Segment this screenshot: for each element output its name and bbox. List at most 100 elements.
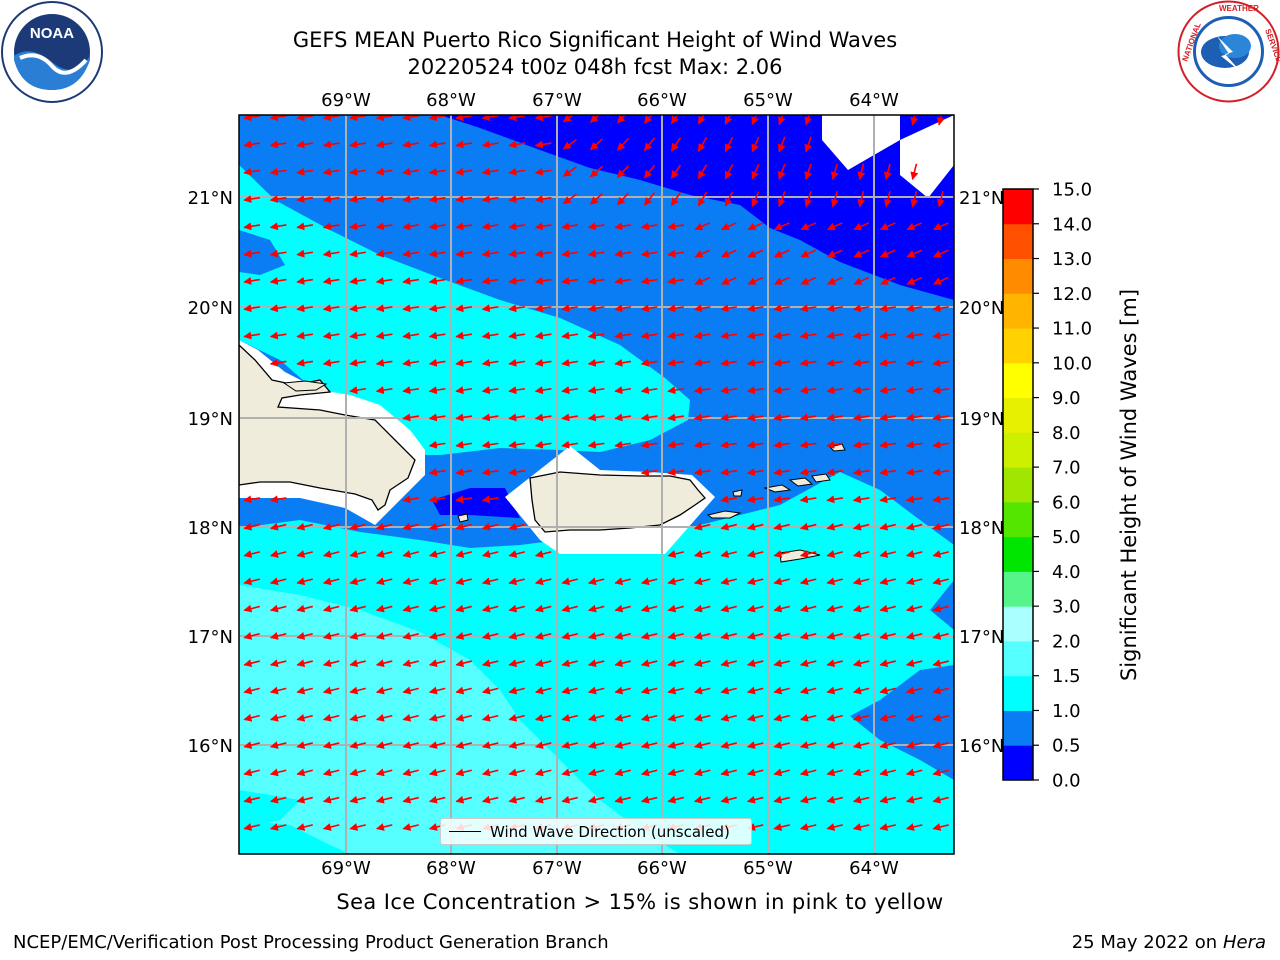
wave-direction-arrow — [640, 768, 658, 777]
wave-direction-arrow — [481, 659, 499, 668]
wave-direction-arrow — [693, 686, 711, 695]
wave-direction-arrow — [693, 659, 711, 668]
wave-direction-arrow — [826, 440, 844, 449]
wave-direction-arrow — [402, 386, 420, 395]
wave-direction-arrow — [853, 276, 870, 285]
wave-direction-arrow — [402, 768, 419, 777]
wave-direction-arrow — [720, 222, 737, 231]
wave-direction-arrow — [883, 190, 892, 208]
wave-direction-arrow — [481, 577, 499, 586]
wave-direction-arrow — [428, 604, 446, 613]
wave-direction-arrow — [349, 741, 366, 749]
wave-direction-arrow — [534, 713, 552, 722]
wave-direction-arrow — [724, 191, 734, 207]
wave-direction-arrow — [402, 604, 419, 613]
wave-direction-arrow — [826, 522, 843, 531]
colorbar-tick-label: 1.0 — [1052, 701, 1081, 722]
wave-direction-arrow — [852, 413, 870, 422]
wave-direction-arrow — [349, 522, 366, 531]
wave-direction-arrow — [375, 115, 393, 122]
wave-direction-arrow — [667, 358, 685, 367]
wave-direction-arrow — [296, 304, 314, 313]
wave-band-pocket — [239, 230, 285, 275]
lat-label: 16°N — [959, 736, 1004, 757]
wave-direction-arrow — [826, 632, 843, 640]
wave-direction-arrow — [243, 331, 261, 340]
wave-direction-arrow — [402, 686, 419, 695]
wave-direction-arrow — [269, 713, 287, 722]
wave-direction-arrow — [826, 768, 843, 777]
wave-direction-arrow — [804, 191, 813, 208]
wave-direction-arrow — [667, 632, 684, 640]
wave-direction-arrow — [826, 495, 844, 504]
wave-direction-arrow — [643, 192, 656, 206]
wave-direction-arrow — [455, 358, 473, 367]
wave-direction-arrow — [932, 331, 950, 340]
wave-direction-arrow — [375, 304, 393, 313]
wave-direction-arrow — [826, 276, 843, 285]
wave-direction-arrow — [616, 192, 630, 206]
colorbar-tick-label: 15.0 — [1052, 180, 1092, 201]
wave-direction-arrow — [269, 358, 287, 367]
wave-direction-arrow — [349, 222, 367, 231]
wave-direction-arrow — [428, 140, 446, 149]
wave-direction-arrow — [932, 222, 949, 231]
wave-direction-arrow — [670, 115, 679, 125]
wave-direction-arrow — [349, 249, 367, 258]
wave-direction-arrow — [428, 495, 446, 504]
wave-direction-arrow — [589, 193, 604, 205]
wave-direction-arrow — [322, 795, 340, 804]
colorbar: 0.0 0.5 1.0 1.5 2.0 3.0 4.0 5.0 6.0 7.0 8.0 9.0 10.0… — [1002, 180, 1092, 792]
wave-direction-arrow — [296, 659, 313, 668]
wave-direction-arrow — [561, 222, 579, 231]
wave-direction-arrow — [826, 468, 844, 476]
wave-direction-arrow — [296, 768, 313, 777]
wave-direction-arrow — [508, 686, 525, 695]
wave-direction-arrow — [375, 741, 393, 749]
wave-direction-arrow — [428, 276, 446, 285]
wave-direction-arrow — [534, 386, 552, 395]
wave-direction-arrow — [349, 768, 366, 777]
colorbar-segment — [1003, 328, 1033, 364]
colorbar-segment — [1003, 397, 1033, 433]
wave-direction-arrow — [773, 604, 790, 613]
wave-direction-arrow — [905, 358, 923, 367]
wave-direction-arrow — [826, 413, 844, 422]
wave-direction-arrow — [724, 115, 733, 125]
wave-direction-arrow — [322, 550, 340, 558]
wave-direction-arrow — [852, 550, 870, 558]
colorbar-segment — [1003, 675, 1033, 711]
wave-direction-arrow — [773, 550, 790, 558]
colorbar-tick-label: 7.0 — [1052, 458, 1081, 479]
wave-direction-arrow — [349, 686, 366, 695]
wave-direction-arrow — [640, 331, 658, 340]
wave-direction-arrow — [508, 115, 526, 122]
wave-direction-arrow — [296, 276, 314, 285]
wave-direction-arrow — [428, 249, 446, 258]
wave-direction-arrow — [296, 522, 313, 531]
wave-direction-arrow — [296, 550, 313, 558]
wave-direction-arrow — [879, 276, 896, 285]
wave-direction-arrows — [243, 115, 950, 831]
wave-direction-arrow — [296, 713, 313, 722]
wave-direction-arrow — [508, 468, 526, 476]
wave-direction-arrow — [751, 136, 760, 153]
wave-direction-arrow — [508, 386, 526, 395]
wave-direction-arrow — [243, 823, 260, 831]
wave-direction-arrow — [640, 713, 658, 722]
wave-direction-arrow — [799, 604, 817, 613]
wave-direction-arrow — [720, 741, 737, 749]
wave-direction-arrow — [455, 440, 473, 449]
wave-direction-arrow — [826, 249, 843, 258]
wave-direction-arrow — [853, 249, 870, 258]
wave-direction-arrow — [534, 115, 552, 122]
wave-direction-arrow — [349, 304, 367, 313]
wave-band-1.0-1.5-north — [239, 165, 690, 455]
wave-direction-arrow — [905, 468, 923, 476]
wave-direction-arrow — [932, 577, 949, 586]
wave-direction-arrow — [905, 741, 923, 749]
wave-direction-arrow — [720, 768, 737, 777]
wave-direction-arrow — [640, 604, 658, 613]
wave-direction-arrow — [643, 164, 656, 179]
wave-direction-arrow — [804, 163, 813, 180]
